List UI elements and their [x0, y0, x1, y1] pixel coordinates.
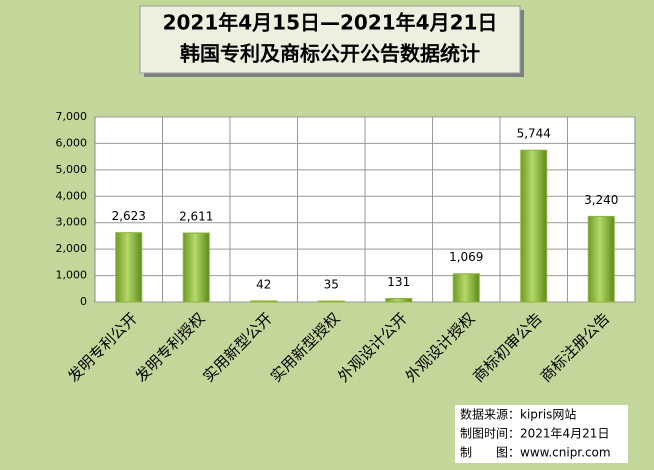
- title-box: [139, 5, 521, 74]
- notes-box: [455, 405, 628, 463]
- note: 制图时间：2021年4月21日: [460, 427, 609, 441]
- bar: [587, 215, 615, 303]
- bar: [182, 232, 210, 303]
- bar: [452, 273, 480, 303]
- bar: [317, 300, 345, 303]
- y-tick-label: 5,000: [56, 163, 88, 176]
- value-label: 5,744: [517, 127, 551, 141]
- value-label: 1,069: [449, 250, 483, 264]
- value-label: 2,623: [112, 209, 146, 223]
- value-label: 3,240: [584, 193, 618, 207]
- y-tick-label: 0: [80, 295, 87, 308]
- y-tick-label: 3,000: [56, 216, 88, 229]
- bar: [115, 232, 143, 303]
- chart-title: 韩国专利及商标公开公告数据统计: [180, 42, 480, 66]
- y-tick-label: 7,000: [56, 110, 88, 123]
- value-label: 35: [324, 278, 339, 292]
- bar: [520, 149, 548, 303]
- note: 制 图：www.cnipr.com: [460, 446, 611, 460]
- value-label: 42: [256, 277, 271, 291]
- bar: [250, 300, 278, 303]
- y-tick-label: 4,000: [56, 189, 88, 202]
- note: 数据来源：kipris网站: [460, 407, 576, 422]
- y-tick-label: 6,000: [56, 136, 88, 149]
- value-label: 131: [387, 275, 410, 289]
- chart-title: 2021年4月15日—2021年4月21日: [163, 11, 498, 35]
- y-tick-label: 2,000: [56, 242, 88, 255]
- y-tick-label: 1,000: [56, 269, 88, 282]
- value-label: 2,611: [179, 209, 213, 223]
- bar: [385, 298, 413, 303]
